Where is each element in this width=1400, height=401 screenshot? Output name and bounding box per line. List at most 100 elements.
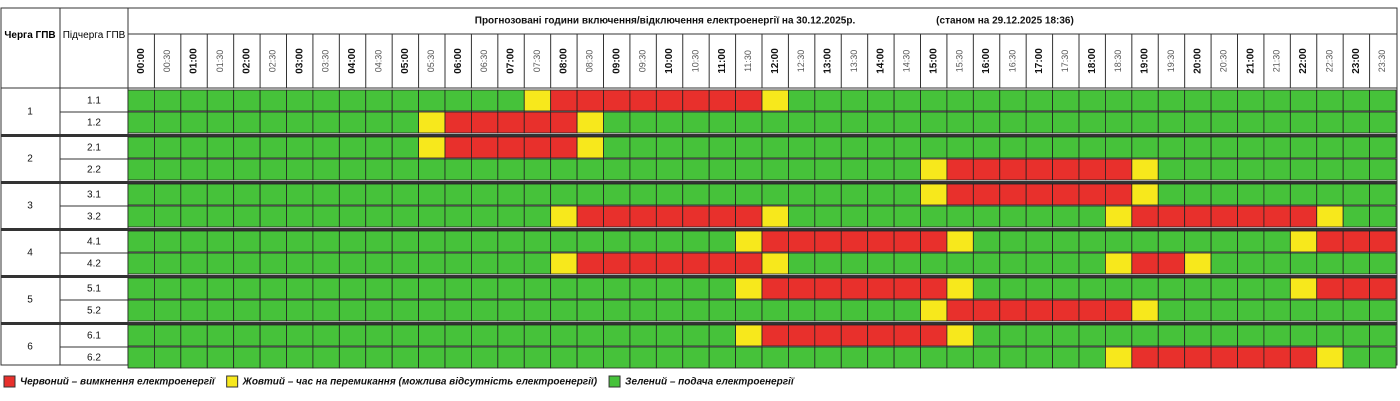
cell	[629, 252, 657, 275]
cell	[576, 205, 604, 228]
cell	[180, 136, 208, 159]
cell	[708, 230, 736, 253]
cell	[682, 230, 710, 253]
legend-swatch	[608, 375, 621, 388]
time-label: 23:00	[1351, 48, 1362, 74]
cell	[920, 277, 948, 300]
cell	[1342, 299, 1370, 322]
subqueue-label: 4.2	[87, 259, 101, 270]
cell	[999, 299, 1027, 322]
cell	[286, 299, 314, 322]
cell	[946, 324, 974, 347]
cell	[1289, 158, 1318, 181]
cell	[312, 111, 340, 134]
cell	[550, 111, 578, 134]
cell	[840, 299, 869, 322]
cell	[999, 158, 1027, 181]
cell	[206, 111, 235, 134]
cell	[286, 183, 314, 206]
time-label: 18:30	[1113, 50, 1123, 73]
cell	[1369, 205, 1397, 228]
cell	[761, 230, 789, 253]
cell	[1157, 183, 1186, 206]
cell	[1210, 158, 1238, 181]
cell	[338, 324, 367, 347]
cell	[840, 111, 869, 134]
cell	[127, 277, 155, 300]
cell	[603, 89, 631, 112]
cell	[814, 136, 842, 159]
cell	[1342, 136, 1370, 159]
time-label: 04:00	[347, 48, 358, 74]
cell	[127, 89, 155, 112]
cell	[206, 205, 235, 228]
cell	[365, 158, 393, 181]
cell	[471, 205, 499, 228]
cell	[1078, 205, 1106, 228]
cell	[312, 277, 340, 300]
cell	[365, 230, 393, 253]
cell	[550, 277, 578, 300]
cell	[312, 252, 340, 275]
cell	[206, 277, 235, 300]
cell	[735, 346, 763, 369]
cell	[365, 277, 393, 300]
cell	[1369, 324, 1397, 347]
cell	[972, 252, 1001, 275]
cell	[972, 136, 1001, 159]
cell	[1342, 252, 1370, 275]
cell	[867, 346, 895, 369]
cell	[550, 346, 578, 369]
cell	[655, 183, 684, 206]
cell	[893, 252, 921, 275]
time-label: 10:00	[664, 48, 675, 74]
cell	[972, 324, 1001, 347]
cell	[867, 158, 895, 181]
cell	[180, 230, 208, 253]
cell	[1078, 277, 1106, 300]
time-label: 13:00	[823, 48, 834, 74]
cell	[418, 230, 446, 253]
cell	[286, 252, 314, 275]
cell	[840, 230, 869, 253]
time-label: 02:30	[268, 50, 278, 73]
cell	[603, 158, 631, 181]
cell	[867, 205, 895, 228]
cell	[523, 111, 552, 134]
time-label: 07:30	[532, 50, 542, 73]
cell	[893, 111, 921, 134]
cell	[259, 136, 287, 159]
cell	[576, 346, 604, 369]
cell	[920, 299, 948, 322]
cell	[867, 183, 895, 206]
cell	[1289, 277, 1318, 300]
cell	[1184, 252, 1212, 275]
cell	[972, 230, 1001, 253]
cell	[550, 89, 578, 112]
cell	[629, 158, 657, 181]
time-label: 06:00	[453, 48, 464, 74]
cell	[1210, 89, 1238, 112]
cell	[708, 89, 736, 112]
cell	[1131, 183, 1159, 206]
cell	[840, 252, 869, 275]
cell	[629, 324, 657, 347]
cell	[391, 205, 419, 228]
cell	[946, 277, 974, 300]
cell	[1105, 230, 1133, 253]
time-label: 20:30	[1219, 50, 1229, 73]
cell	[1052, 158, 1080, 181]
cell	[1131, 158, 1159, 181]
cell	[1342, 277, 1370, 300]
cell	[1263, 183, 1291, 206]
cell	[127, 346, 155, 369]
cell	[1184, 136, 1212, 159]
cell	[603, 299, 631, 322]
cell	[1184, 158, 1212, 181]
cell	[972, 183, 1001, 206]
cell	[1025, 230, 1053, 253]
cell	[946, 346, 974, 369]
cell	[444, 324, 472, 347]
cell	[576, 230, 604, 253]
